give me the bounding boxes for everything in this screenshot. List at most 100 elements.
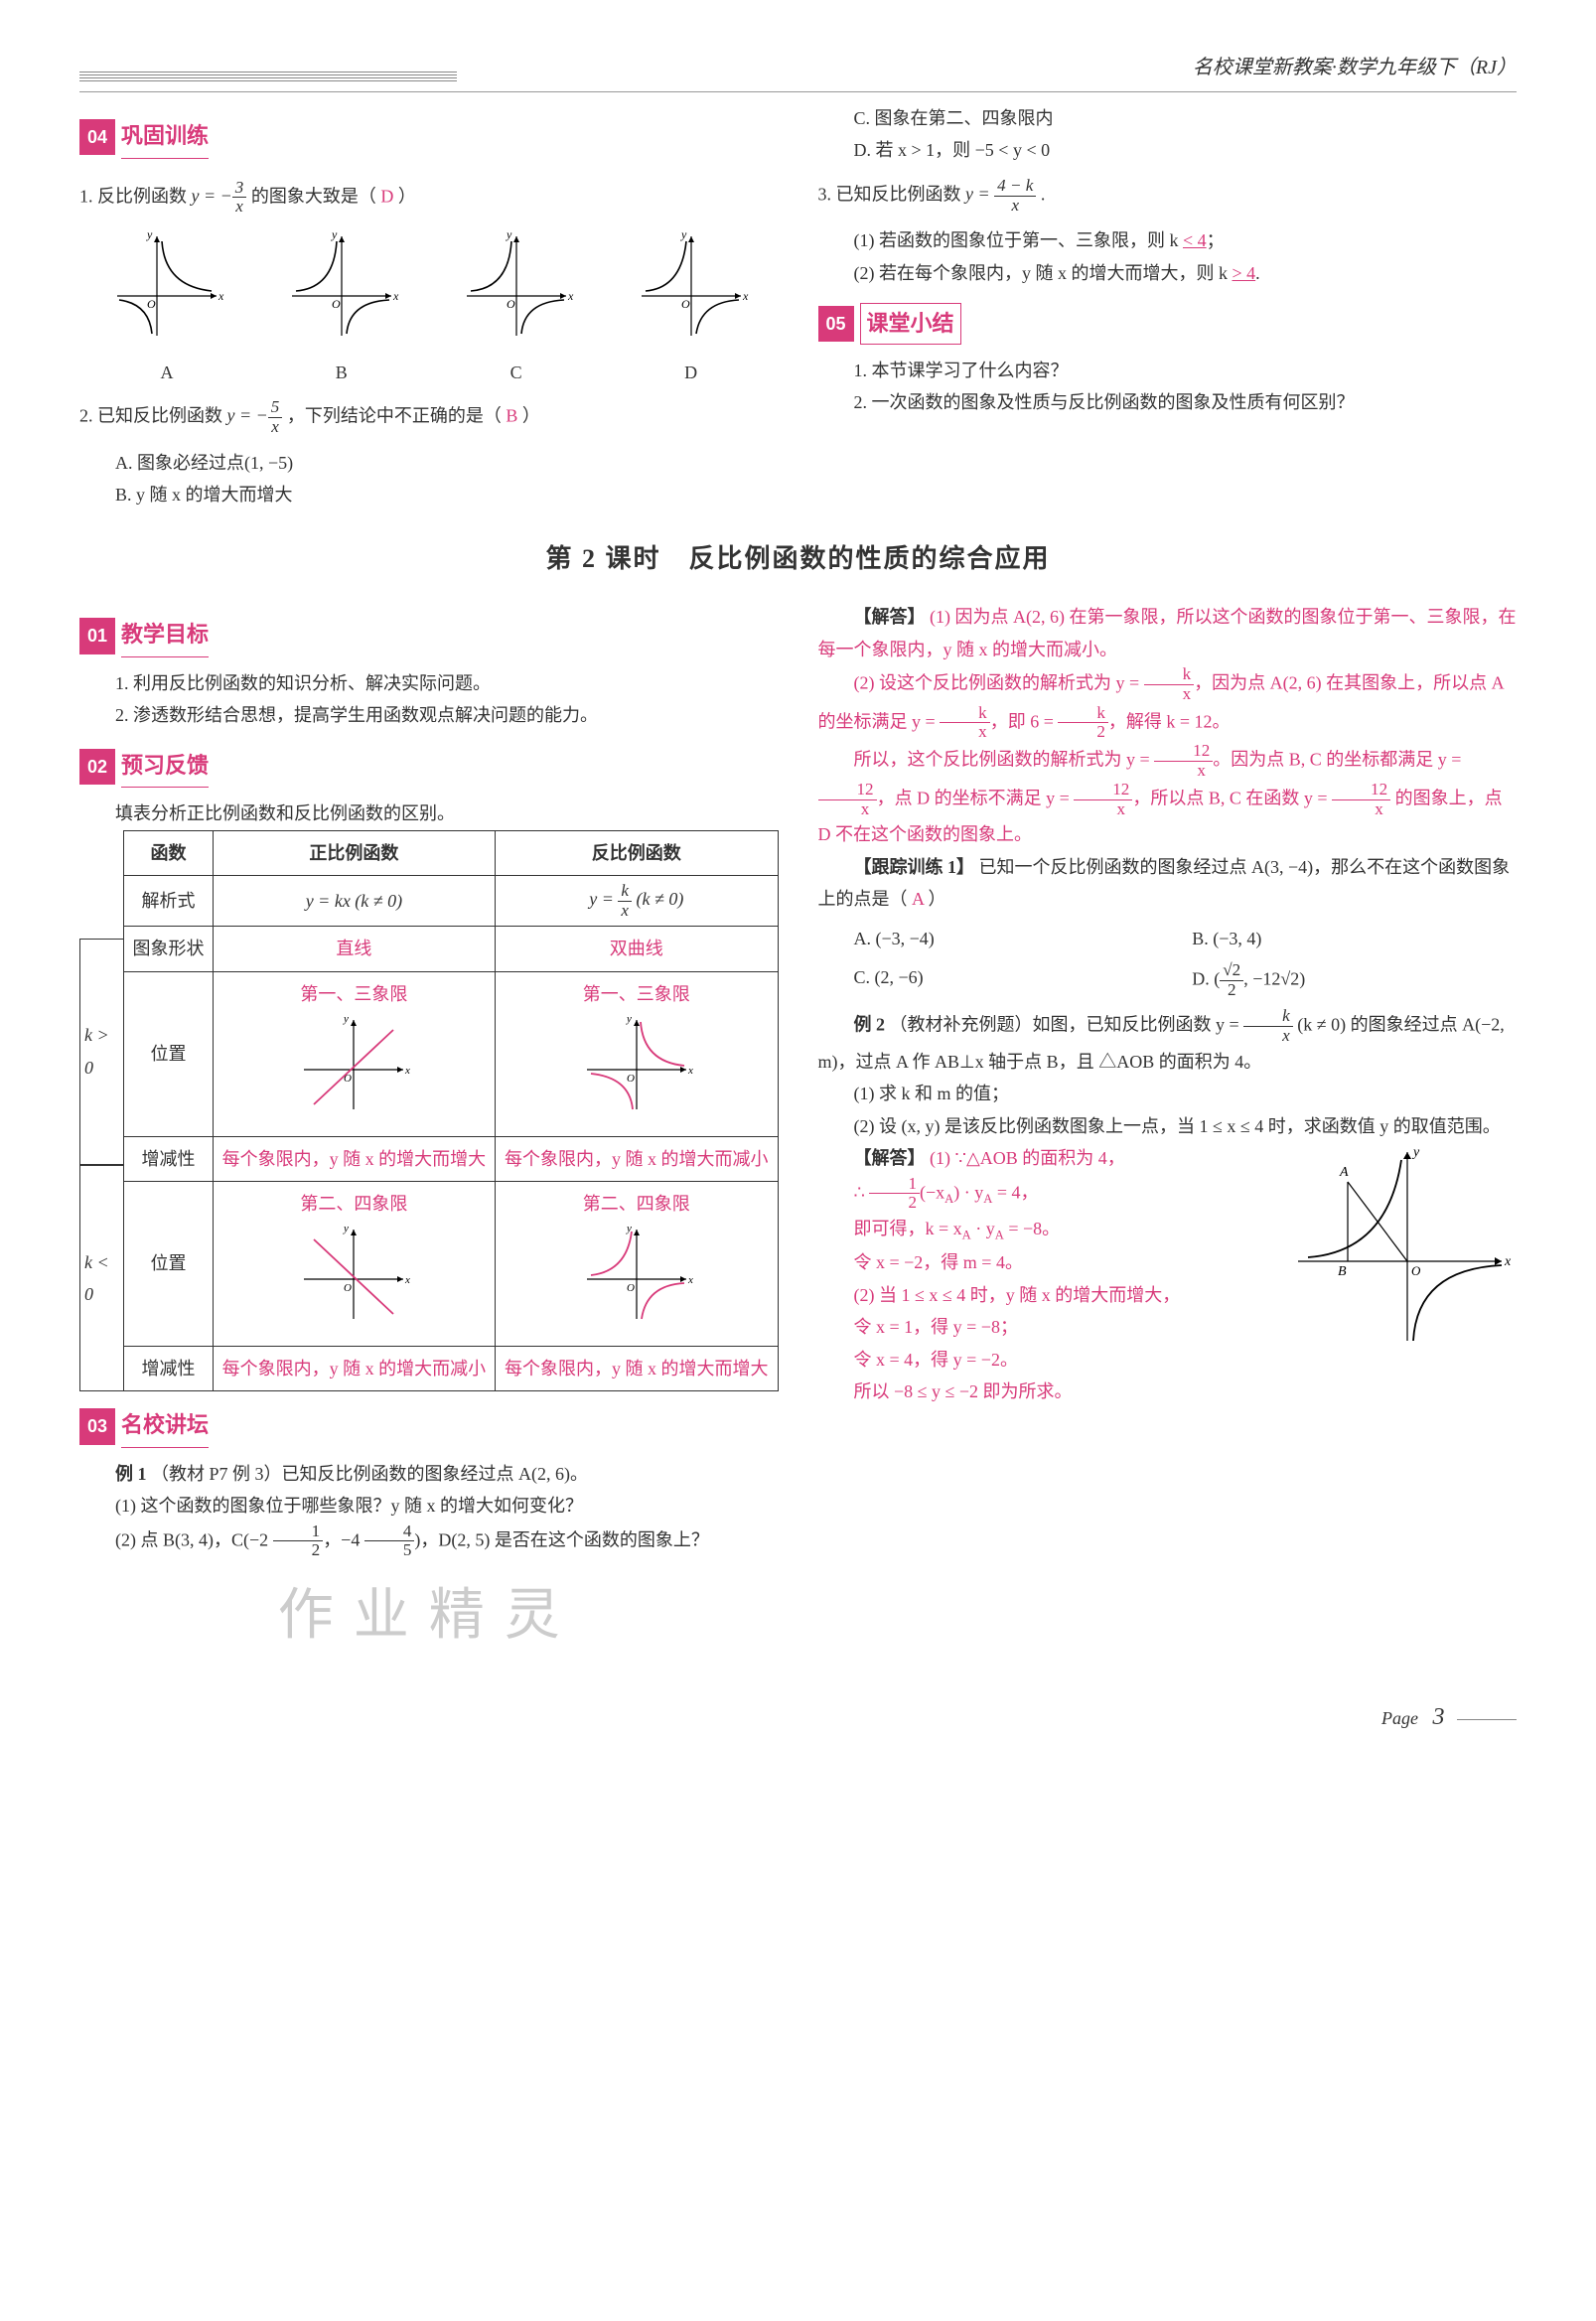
comparison-table-wrap: k > 0 k < 0 函数 正比例函数 反比例函数 解析式 y = kx (k… xyxy=(79,830,779,1392)
section-03-num: 03 xyxy=(79,1408,115,1444)
track-opt-d: D. (√22, −12√2) xyxy=(1192,961,1517,1000)
section-04-num: 04 xyxy=(79,119,115,155)
section-05-title: 课堂小结 xyxy=(860,303,961,345)
td-expr-prop: y = kx (k ≠ 0) xyxy=(213,875,495,927)
q2: 2. 已知反比例函数 y = −5x ，下列结论中不正确的是（ B ） xyxy=(79,398,779,437)
q3: 3. 已知反比例函数 y = 4 − kx . xyxy=(818,177,1518,216)
ex2-solution: x y O A B 【解答】 (1) ∵△AOB 的面积为 4， ∴ 12(−x… xyxy=(818,1142,1518,1407)
track-ans: A xyxy=(912,889,924,909)
q1-stem-a: 1. 反比例函数 xyxy=(79,186,192,206)
svg-text:x: x xyxy=(567,289,574,303)
track-opt-c: C. (2, −6) xyxy=(854,961,1179,1000)
q1-graph-b: x y O xyxy=(282,226,401,346)
solve-s3: 所以，这个反比例函数的解析式为 y = 12x。因为点 B, C 的坐标都满足 … xyxy=(818,742,1518,851)
q1-opt-d: x y O D xyxy=(604,226,779,388)
td-mono1-label: 增减性 xyxy=(124,1136,214,1181)
td-pos2-label: 位置 xyxy=(124,1182,214,1347)
q1-opt-a-label: A xyxy=(79,357,254,388)
q1-opt-b-label: B xyxy=(254,357,429,388)
side-kneg: k < 0 xyxy=(79,1165,123,1391)
solve2-label: 【解答】 xyxy=(854,1148,926,1168)
q3-formula: y = 4 − kx xyxy=(965,184,1041,204)
bottom-left-col: 01 教学目标 1. 利用反比例函数的知识分析、解决实际问题。 2. 渗透数形结… xyxy=(79,601,779,1667)
svg-text:x: x xyxy=(687,1274,693,1286)
q1-graph-c: x y O xyxy=(457,226,576,346)
svg-text:y: y xyxy=(331,227,338,241)
section-02-num: 02 xyxy=(79,749,115,785)
section-01-title: 教学目标 xyxy=(121,615,209,657)
svg-text:O: O xyxy=(1411,1263,1421,1278)
q3-sub2-ans: > 4 xyxy=(1233,263,1256,283)
track-options: A. (−3, −4) B. (−3, 4) C. (2, −6) D. (√2… xyxy=(854,923,1518,999)
td-pos2-inv: 第二、四象限 xyO xyxy=(496,1182,778,1347)
svg-text:y: y xyxy=(626,1013,632,1025)
td-mono1-prop: 每个象限内，y 随 x 的增大而增大 xyxy=(213,1136,495,1181)
q1-stem-b: 的图象大致是（ xyxy=(251,186,376,206)
ex2-q1: (1) 求 k 和 m 的值； xyxy=(818,1078,1518,1109)
q2-opt-c: C. 图象在第二、四象限内 xyxy=(818,102,1518,134)
svg-text:A: A xyxy=(1339,1165,1349,1180)
svg-text:y: y xyxy=(146,227,153,241)
q1-opt-c: x y O C xyxy=(429,226,604,388)
q1-opt-c-label: C xyxy=(429,357,604,388)
q1-graph-d: x y O xyxy=(632,226,751,346)
q2-stem-c: ） xyxy=(522,405,540,425)
td-shape-inv: 双曲线 xyxy=(496,927,778,971)
s05-line2: 2. 一次函数的图象及性质与反比例函数的图象及性质有何区别？ xyxy=(818,386,1518,418)
th-inv: 反比例函数 xyxy=(496,830,778,875)
td-expr-label: 解析式 xyxy=(124,875,214,927)
q3-sub1: (1) 若函数的图象位于第一、三象限，则 k < 4； xyxy=(818,224,1518,256)
lesson-title: 第 2 课时 反比例函数的性质的综合应用 xyxy=(79,536,1517,583)
q1-graph-options: x y O A x y O B xyxy=(79,226,779,388)
top-left-col: 04 巩固训练 1. 反比例函数 y = −3x 的图象大致是（ D ） x y… xyxy=(79,102,779,510)
q1-stem-c: ） xyxy=(398,186,416,206)
graph-inv-kneg: xyO xyxy=(577,1220,696,1329)
section-02-title: 预习反馈 xyxy=(121,746,209,789)
section-04-title: 巩固训练 xyxy=(121,116,209,159)
svg-text:x: x xyxy=(218,289,224,303)
q2-opt-d: D. 若 x > 1，则 −5 < y < 0 xyxy=(818,134,1518,166)
th-func: 函数 xyxy=(124,830,214,875)
svg-text:y: y xyxy=(343,1223,349,1234)
ex1-label: 例 1 xyxy=(115,1464,147,1484)
q3-stem-a: 3. 已知反比例函数 xyxy=(818,184,966,204)
section-02-tag: 02 预习反馈 xyxy=(79,746,209,789)
section-03-tag: 03 名校讲坛 xyxy=(79,1405,209,1448)
bottom-right-col: 【解答】 (1) 因为点 A(2, 6) 在第一象限，所以这个函数的图象位于第一… xyxy=(818,601,1518,1667)
q2-stem-a: 2. 已知反比例函数 xyxy=(79,405,227,425)
comparison-table: 函数 正比例函数 反比例函数 解析式 y = kx (k ≠ 0) y = kx… xyxy=(123,830,778,1392)
svg-text:x: x xyxy=(392,289,399,303)
solve-s2: (2) 设这个反比例函数的解析式为 y = kx，因为点 A(2, 6) 在其图… xyxy=(818,665,1518,742)
td-pos2-prop: 第二、四象限 xyO xyxy=(213,1182,495,1347)
svg-text:O: O xyxy=(681,297,690,311)
page-header: 名校课堂新教案·数学九年级下（RJ） xyxy=(79,50,1517,92)
svg-text:O: O xyxy=(627,1073,635,1085)
svg-text:O: O xyxy=(627,1282,635,1294)
section-03-title: 名校讲坛 xyxy=(121,1405,209,1448)
svg-text:B: B xyxy=(1338,1264,1347,1279)
q1-opt-b: x y O B xyxy=(254,226,429,388)
svg-text:O: O xyxy=(344,1282,352,1294)
q1-formula: y = −3x xyxy=(192,186,251,206)
top-two-col: 04 巩固训练 1. 反比例函数 y = −3x 的图象大致是（ D ） x y… xyxy=(79,102,1517,510)
top-right-col: C. 图象在第二、四象限内 D. 若 x > 1，则 −5 < y < 0 3.… xyxy=(818,102,1518,510)
ex2-q2: (2) 设 (x, y) 是该反比例函数图象上一点，当 1 ≤ x ≤ 4 时，… xyxy=(818,1110,1518,1142)
track-label: 【跟踪训练 1】 xyxy=(854,857,975,877)
table-side-labels: k > 0 k < 0 xyxy=(79,939,123,1392)
q1-graph-a: x y O xyxy=(107,226,226,346)
q2-stem-b: ，下列结论中不正确的是（ xyxy=(287,405,502,425)
q3-sub2: (2) 若在每个象限内，y 随 x 的增大而增大，则 k > 4. xyxy=(818,257,1518,289)
section-05-tag: 05 课堂小结 xyxy=(818,303,961,345)
td-expr-inv: y = kx (k ≠ 0) xyxy=(496,875,778,927)
svg-text:O: O xyxy=(332,297,341,311)
solve-label: 【解答】 xyxy=(854,607,926,627)
svg-text:x: x xyxy=(742,289,749,303)
ex2: 例 2 （教材补充例题）如图，已知反比例函数 y = kx (k ≠ 0) 的图… xyxy=(818,1007,1518,1078)
svg-text:y: y xyxy=(680,227,687,241)
track-opt-a: A. (−3, −4) xyxy=(854,923,1179,954)
sol2-l1: (1) ∵△AOB 的面积为 4， xyxy=(930,1148,1125,1168)
q1-answer: D xyxy=(380,186,393,206)
graph-prop-kpos: xyO xyxy=(294,1010,413,1119)
td-mono1-inv: 每个象限内，y 随 x 的增大而减小 xyxy=(496,1136,778,1181)
ex2-figure: x y O A B xyxy=(1278,1142,1517,1351)
